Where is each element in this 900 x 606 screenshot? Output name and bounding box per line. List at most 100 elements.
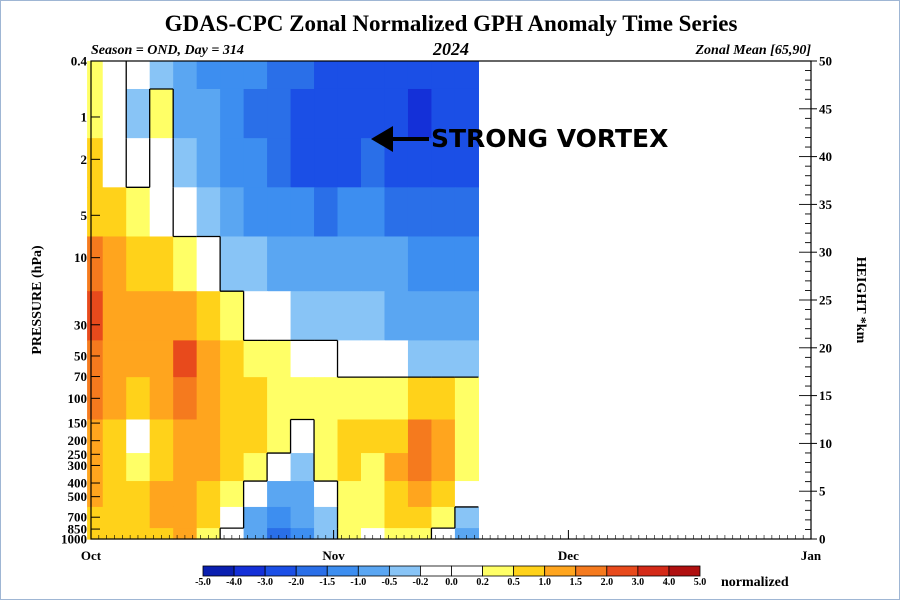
heat-cell (243, 61, 268, 90)
height-tick-label: 0 (819, 532, 826, 547)
heat-cell (220, 419, 245, 454)
heat-cell (407, 528, 433, 540)
heat-cell (87, 138, 104, 188)
heat-cell (290, 88, 315, 139)
heat-cell (173, 340, 198, 378)
heat-cell (361, 528, 386, 540)
heat-cell (102, 506, 127, 529)
heat-cell (102, 61, 127, 90)
heat-cell (243, 377, 268, 421)
heat-cell (243, 138, 268, 188)
colorbar-swatch (513, 565, 546, 577)
heat-cell (149, 88, 174, 139)
heat-cell (407, 506, 433, 529)
heat-cell (87, 236, 104, 292)
heat-cell (126, 481, 151, 508)
colorbar-tick-label: -0.5 (381, 577, 397, 588)
heat-cell (454, 236, 479, 292)
heat-cell (267, 88, 292, 139)
heat-cell (196, 528, 221, 540)
height-tick-label: 50 (819, 54, 832, 69)
heat-cell (102, 88, 127, 139)
heat-cell (220, 236, 245, 292)
heat-cell (431, 138, 456, 188)
heat-cell (243, 506, 268, 529)
pressure-tick-label: 500 (68, 489, 88, 504)
season-label: Season = OND, Day = 314 (91, 43, 244, 58)
heat-cell (407, 187, 433, 238)
colorbar-tick-label: 0.0 (445, 577, 458, 588)
heat-cell (243, 453, 268, 482)
heat-cell (102, 377, 127, 421)
heat-cell (196, 291, 221, 341)
heat-cell (314, 61, 339, 90)
pressure-tick-label: 250 (68, 447, 88, 462)
heat-cell (126, 340, 151, 378)
heat-cell (243, 88, 268, 139)
heat-cell (407, 481, 433, 508)
heat-cell (454, 61, 479, 90)
heat-cell (173, 419, 198, 454)
colorbar-swatch (388, 565, 421, 577)
heat-cell (102, 187, 127, 238)
pressure-tick-label: 1000 (61, 532, 87, 547)
heat-cell (384, 528, 409, 540)
pressure-tick-label: 850 (68, 522, 88, 537)
annotation-strong-vortex: STRONG VORTEX (431, 124, 668, 153)
colorbar-tick-label: -1.5 (319, 577, 335, 588)
pressure-tick-label: 100 (68, 391, 88, 406)
heat-cell (126, 377, 151, 421)
colorbar-swatch (575, 565, 608, 577)
heat-cell (290, 453, 315, 482)
heat-cell (220, 340, 245, 378)
heat-cell (87, 187, 104, 238)
heat-cell (361, 419, 386, 454)
heat-cell (267, 453, 292, 482)
region-label: Zonal Mean [65,90] (695, 43, 812, 58)
heat-cell (126, 506, 151, 529)
colorbar-swatch (668, 565, 701, 577)
heat-cell (290, 187, 315, 238)
heat-cell (454, 453, 479, 482)
y-axis-label: PRESSURE (hPa) (30, 245, 45, 355)
heat-cell (361, 340, 386, 378)
heat-cell (149, 340, 174, 378)
colorbar-swatch (295, 565, 328, 577)
heat-cell (290, 340, 315, 378)
heat-cell (337, 88, 362, 139)
height-tick-label: 45 (819, 101, 833, 116)
heat-cell (149, 187, 174, 238)
heat-cell (314, 419, 339, 454)
heat-cell (431, 419, 456, 454)
heat-cell (149, 481, 174, 508)
colorbar-swatch (420, 565, 452, 577)
heat-cell (337, 236, 362, 292)
colorbar-swatch (233, 565, 266, 577)
colorbar-tick-label: -4.0 (226, 577, 242, 588)
heat-cell (196, 61, 221, 90)
heat-cell (173, 528, 198, 540)
heat-cell (314, 481, 339, 508)
height-tick-label: 5 (819, 484, 826, 499)
heat-cell (243, 528, 268, 540)
heat-cell (149, 291, 174, 341)
heat-cell (87, 453, 104, 482)
heat-cell (454, 419, 479, 454)
colorbar-tick-label: 1.0 (538, 577, 551, 588)
heat-cell (196, 506, 221, 529)
heat-cell (431, 340, 456, 378)
heat-cell (431, 61, 456, 90)
heat-cell (126, 528, 151, 540)
heat-cell (102, 340, 127, 378)
heat-cell (431, 481, 456, 508)
heat-cell (384, 61, 409, 90)
heat-cell (407, 377, 433, 421)
heat-cell (290, 506, 315, 529)
heat-cell (337, 506, 362, 529)
month-label: Oct (81, 548, 102, 563)
heat-cell (314, 377, 339, 421)
heat-cell (267, 340, 292, 378)
heat-cell (87, 340, 104, 378)
heat-cell (220, 528, 245, 540)
